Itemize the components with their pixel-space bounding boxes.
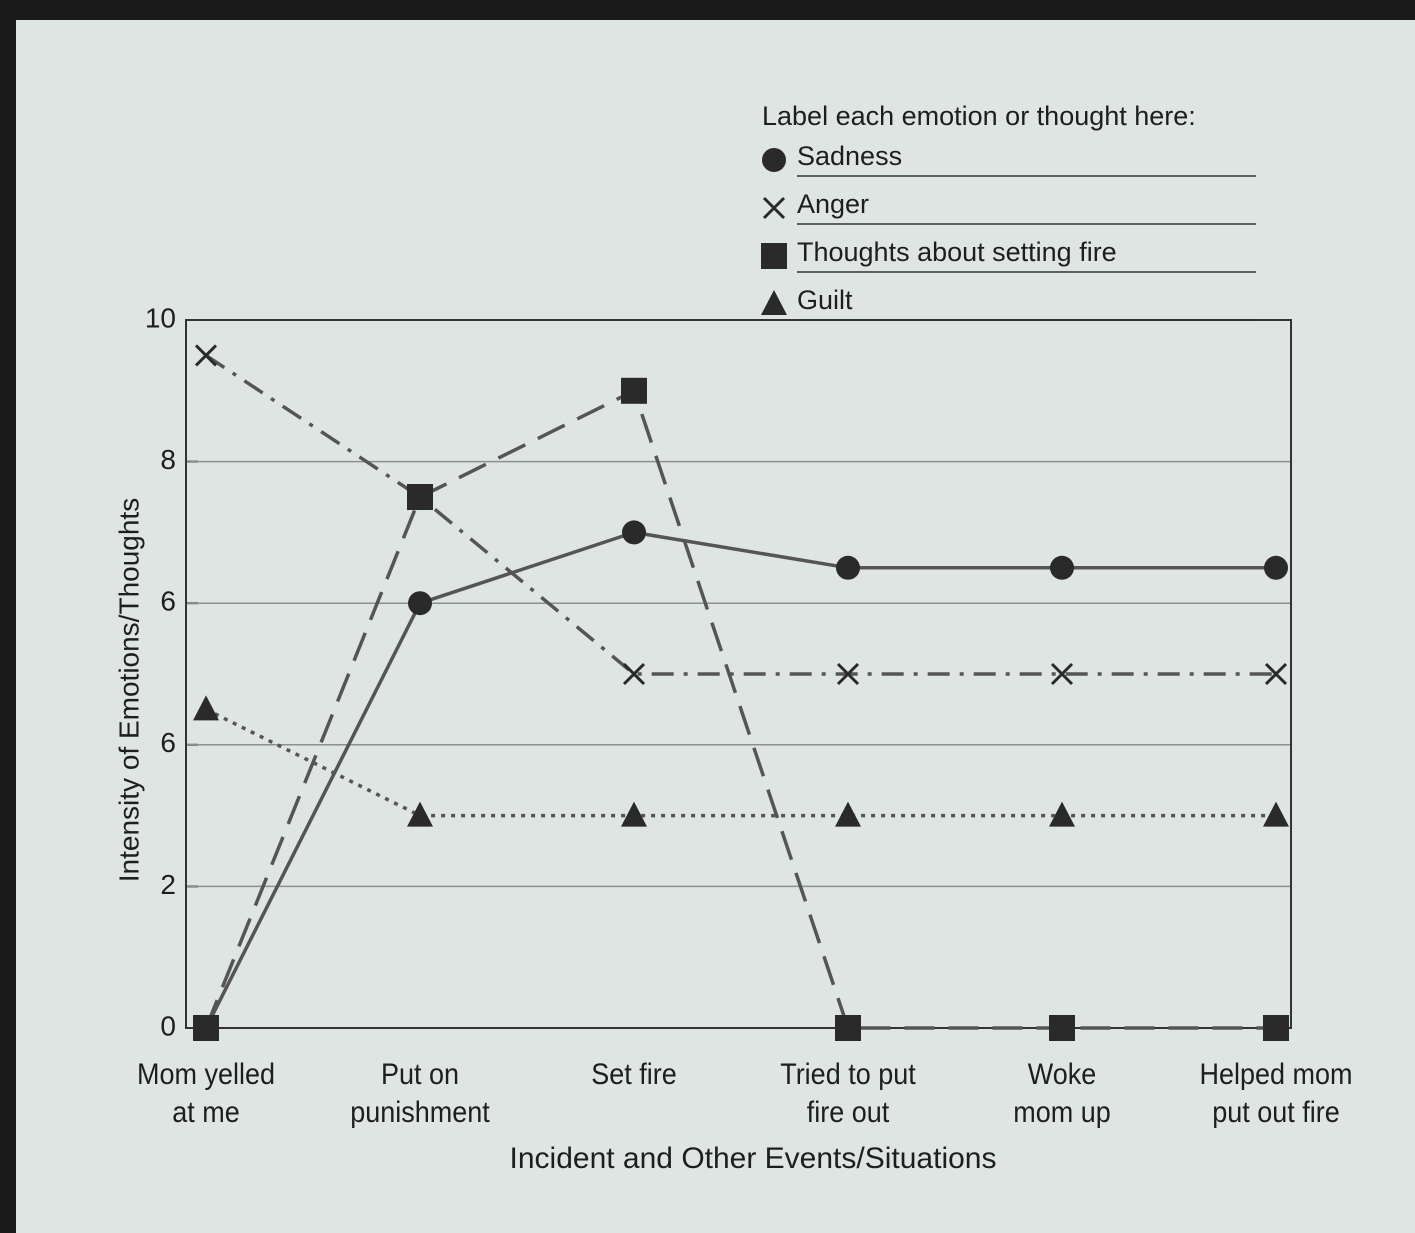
x-axis-label: Incident and Other Events/Situations — [510, 1142, 997, 1175]
legend-title: Label each emotion or thought here: — [762, 101, 1196, 131]
marker — [836, 662, 860, 686]
legend-marker — [761, 290, 787, 315]
x-tick-label: Mom yelled at me — [136, 1058, 276, 1129]
marker — [1263, 1015, 1289, 1041]
x-tick-label: Put on punishment — [350, 1058, 490, 1129]
y-axis-label: Intensity of Emotions/Thoughts — [113, 498, 144, 882]
y-tick-label: 6 — [160, 586, 176, 617]
marker — [1263, 801, 1289, 827]
marker — [1050, 662, 1074, 686]
marker — [1050, 555, 1074, 580]
marker — [621, 377, 647, 404]
marker — [835, 801, 861, 827]
series-line — [205, 353, 1276, 676]
marker — [622, 662, 646, 686]
page: Label each emotion or thought here: Inci… — [16, 20, 1415, 1233]
legend-label: Thoughts about setting fire — [797, 237, 1117, 267]
chart: Label each emotion or thought here: Inci… — [113, 101, 1292, 1175]
legend-label: Guilt — [797, 285, 853, 315]
marker — [1049, 801, 1075, 827]
x-tick-label: Tried to put fire out — [780, 1058, 916, 1129]
series-line — [204, 388, 1276, 1030]
y-tick-label: 8 — [160, 444, 176, 475]
marker — [1049, 1015, 1075, 1041]
x-tick-label: Woke mom up — [1013, 1058, 1111, 1129]
marker — [407, 801, 433, 827]
marker — [1264, 662, 1288, 686]
series-line — [204, 530, 1276, 1029]
marker — [194, 344, 218, 367]
marker — [193, 695, 219, 721]
legend-label: Sadness — [797, 141, 902, 171]
legend-marker — [762, 148, 786, 172]
legend-marker — [762, 196, 786, 220]
plot-frame — [185, 319, 1292, 1029]
series — [194, 520, 1288, 1040]
marker — [193, 1015, 219, 1041]
legend-label: Anger — [797, 189, 869, 219]
marker — [622, 520, 646, 545]
marker — [621, 801, 647, 827]
y-tick-label: 0 — [160, 1010, 176, 1041]
marker — [408, 591, 432, 616]
y-tick-label: 6 — [160, 727, 176, 758]
y-tick-label: 10 — [145, 302, 176, 333]
marker — [407, 484, 433, 510]
series — [193, 377, 1289, 1041]
x-tick-label: Helped mom put out fire — [1199, 1058, 1353, 1129]
marker — [1264, 555, 1288, 580]
series-line — [205, 707, 1276, 818]
marker — [835, 1015, 861, 1041]
y-tick-label: 2 — [160, 869, 176, 900]
x-tick-label: Set fire — [591, 1058, 677, 1091]
series — [194, 344, 1288, 686]
marker — [836, 555, 860, 580]
legend-marker — [761, 243, 787, 269]
series — [193, 695, 1289, 827]
